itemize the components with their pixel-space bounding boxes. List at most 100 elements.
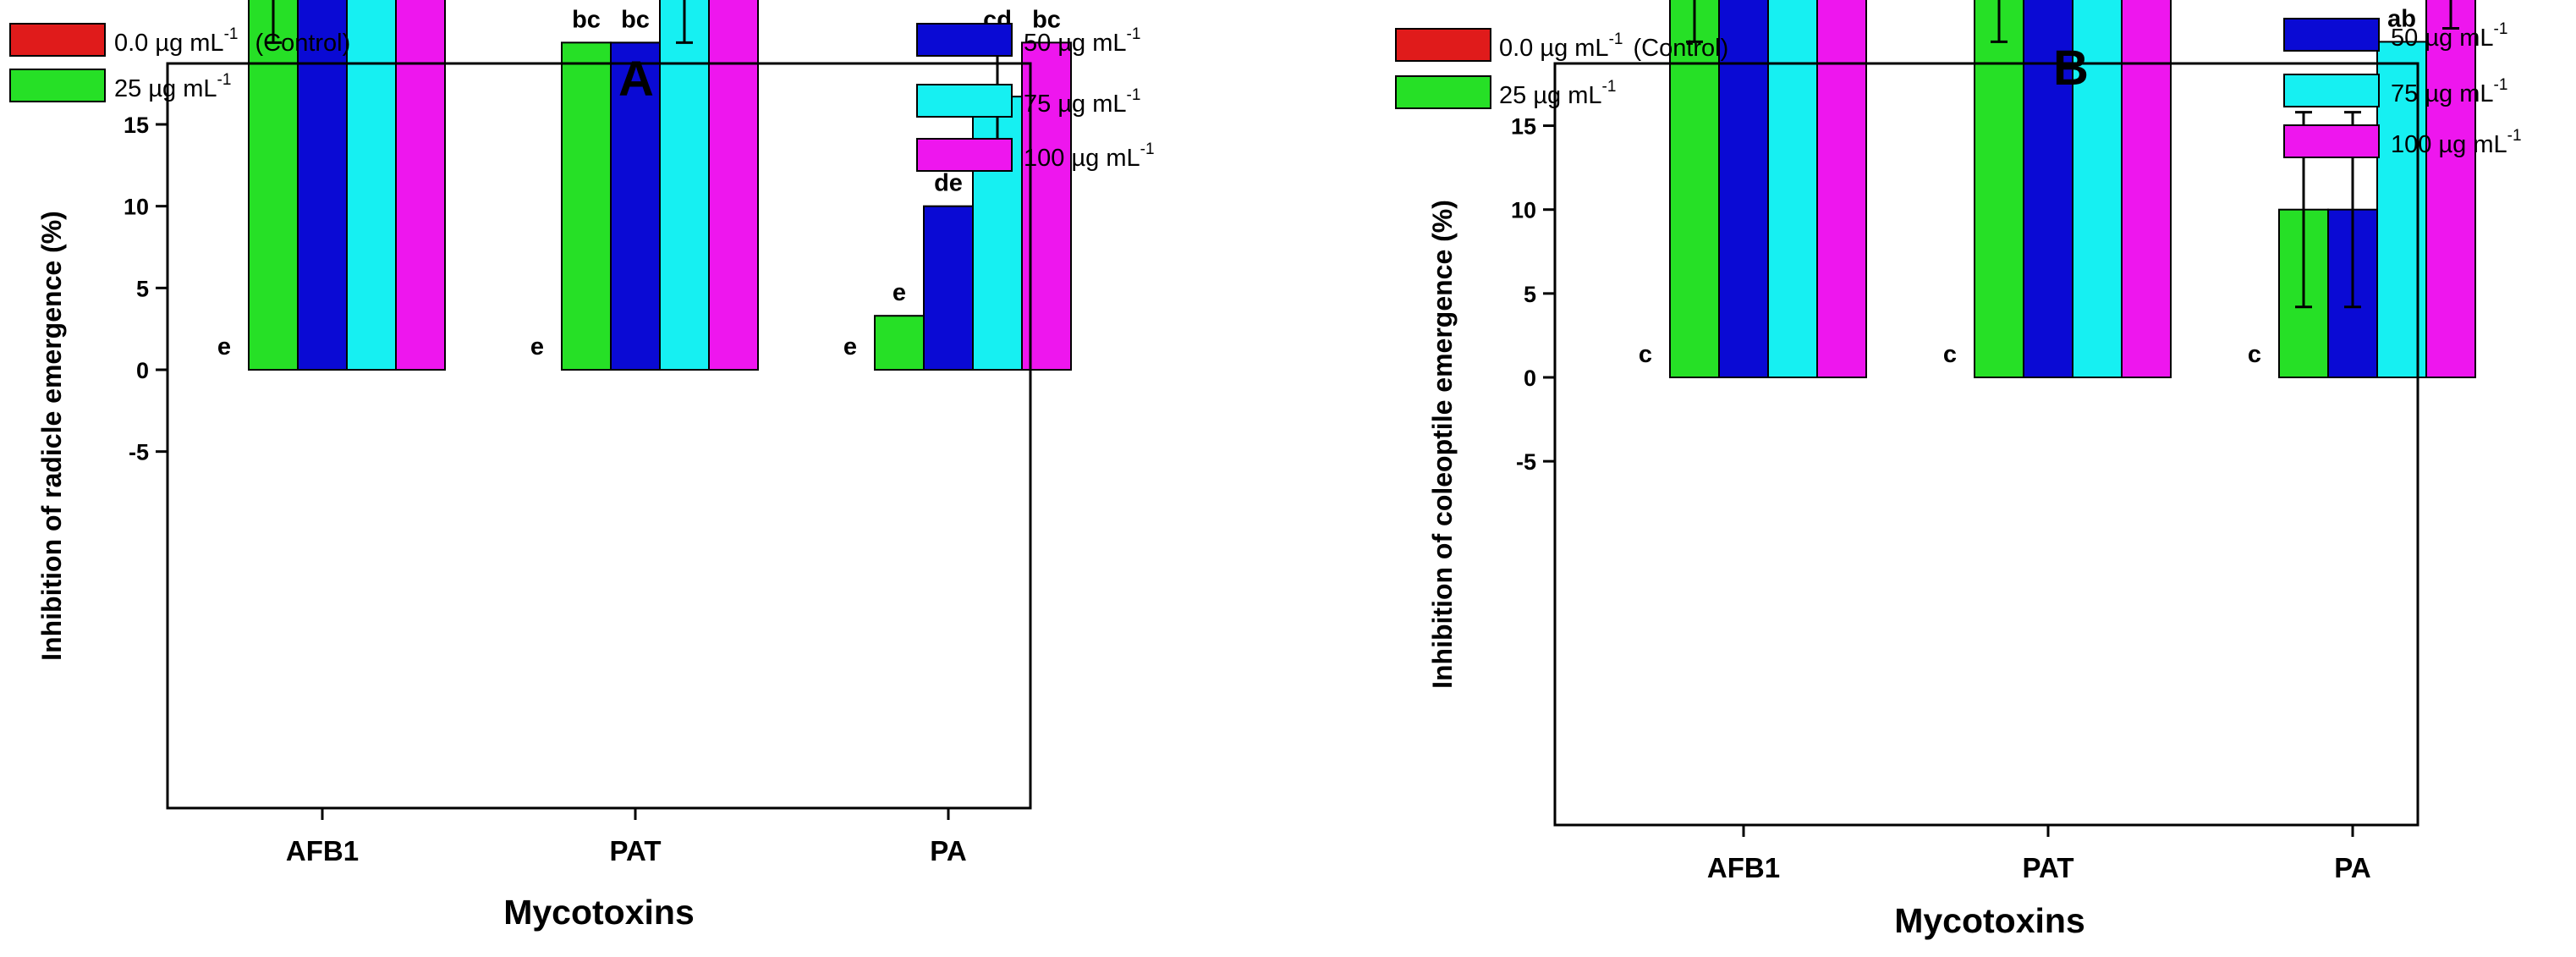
panel-a-bar-c25-pa (874, 315, 925, 371)
panel-a-x-axis-label: Mycotoxins (503, 893, 695, 932)
svg-text:75 µg mL-1: 75 µg mL-1 (2391, 76, 2507, 107)
legend-swatch-100 (916, 138, 1013, 172)
panel-b-bar-c100-pat (2121, 0, 2172, 379)
legend-label-25: 25 µg mL (114, 75, 217, 102)
legend-label-50: 50 µg mL (1024, 30, 1127, 57)
legend-swatch-control (9, 23, 106, 57)
panel-a-legend-25: 25 µg mL-1 (9, 69, 231, 102)
panel-b-legend: 0.0 µg mL-1 (Control) 25 µg mL-1 50 µg mL… (1395, 18, 2522, 158)
panel-a-title: A (618, 52, 654, 107)
panel-a-bar-c50-pat (610, 41, 661, 371)
svg-text:0.0 µg mL-1(Control): 0.0 µg mL-1 (Control) (114, 25, 350, 57)
panel-b-legend-50: 50 µg mL-1 (2283, 18, 2507, 52)
panel-a-bar-c75-pat (659, 0, 710, 371)
panel-b-plot-frame (1553, 62, 2419, 827)
panel-b-legend-control: 0.0 µg mL-1 (Control) (1395, 28, 1728, 62)
panel-a-plot-frame (166, 62, 1032, 810)
panel-a-legend: 0.0 µg mL-1 (Control) 25 µg mL-1 50 µg mL… (9, 23, 1155, 172)
legend-label-control: 0.0 µg mL (114, 30, 224, 57)
panel-a-bar-c50-afb1 (297, 0, 348, 371)
panel-b-legend-100: 100 µg mL-1 (2283, 124, 2522, 158)
panel-a-x-tick-label: PA (930, 835, 966, 866)
legend-swatch-25 (9, 69, 106, 102)
panel-a-x-tick-label: PAT (609, 835, 661, 866)
legend-label-75: 75 µg mL (1024, 91, 1127, 118)
panel-a-y-tick-label: 0 (136, 358, 149, 383)
panel-b-error-bar (1686, 0, 1703, 43)
panel-b-letter: ab (2387, 5, 2416, 32)
panel-a-bar-c25-pat (561, 41, 612, 371)
legend-swatch-75 (916, 84, 1013, 118)
legend-swatch-50 (916, 23, 1013, 57)
panel-b-letter: c (1639, 341, 1652, 368)
legend-label-control: 0.0 µg mL (1499, 35, 1609, 62)
panel-a-letter: e (843, 333, 857, 360)
svg-text:50 µg mL-1: 50 µg mL-1 (1024, 25, 1140, 57)
panel-b-bar-c75-afb1 (1767, 0, 1818, 379)
svg-text:25 µg mL-1: 25 µg mL-1 (114, 71, 231, 102)
panel-a-letter: bc (621, 6, 650, 33)
panel-b-error-bar (2442, 0, 2459, 30)
panel-b-x-ticks: AFB1 PAT PA (1707, 825, 2371, 883)
legend-label-25: 25 µg mL (1499, 82, 1602, 109)
panel-b-y-axis-label: Inhibition of coleoptile emergence (%) (1427, 200, 1458, 689)
panel-b-letter: c (1943, 341, 1957, 368)
panel-a-y-tick-label: 10 (124, 195, 149, 220)
legend-label-control-suffix: (Control) (1633, 35, 1728, 62)
panel-a-letter: e (893, 279, 906, 306)
svg-text:0.0 µg mL-1(Control): 0.0 µg mL-1 (Control) (1499, 30, 1728, 62)
panel-a-letter: de (934, 170, 963, 197)
panel-b-x-tick-label: PA (2334, 852, 2370, 883)
panel-a-bar-c50-pa (923, 205, 974, 371)
svg-text:50 µg mL-1: 50 µg mL-1 (2391, 20, 2507, 52)
panel-a-legend-control: 0.0 µg mL-1 (Control) (9, 23, 350, 57)
panel-a-y-ticks: -5 0 5 10 15 (124, 113, 168, 465)
panel-b-legend-75: 75 µg mL-1 (2283, 74, 2507, 107)
panel-a-x-ticks: AFB1 PAT PA (286, 808, 967, 866)
legend-swatch-75 (2283, 74, 2380, 107)
panel-b-letter: c (2248, 341, 2261, 368)
panel-b-x-axis-label: Mycotoxins (1894, 901, 2085, 940)
panel-a-letter: bc (1032, 6, 1061, 33)
legend-label-75: 75 µg mL (2391, 80, 2494, 107)
panel-b-y-tick-label: 15 (1511, 114, 1536, 140)
panel-a-legend-100: 100 µg mL-1 (916, 138, 1155, 172)
svg-text:75 µg mL-1: 75 µg mL-1 (1024, 86, 1140, 118)
panel-b-y-tick-label: 10 (1511, 198, 1536, 223)
panel-b-bar-c25-pat (1974, 0, 2024, 379)
panel-b-x-tick-label: AFB1 (1707, 852, 1780, 883)
panel-a-significance-letters: eabababaebcbcabaeedecdbc (217, 6, 1061, 360)
panel-b-bar-c100-afb1 (1816, 0, 1867, 379)
panel-a-bar-c75-afb1 (346, 0, 397, 371)
panel-b-y-ticks: -5 0 5 10 15 (1511, 114, 1555, 475)
legend-swatch-100 (2283, 124, 2380, 158)
panel-a-error-bar (265, 0, 282, 44)
svg-text:100 µg mL-1: 100 µg mL-1 (1024, 140, 1155, 172)
panel-a-y-tick-label: 15 (124, 113, 149, 138)
panel-a-y-tick-label: 5 (136, 276, 149, 301)
legend-label-100: 100 µg mL (2391, 131, 2507, 158)
panel-a-letter: e (530, 333, 544, 360)
panel-b-y-tick-label: 0 (1524, 366, 1536, 391)
panel-a-bar-c25-afb1 (248, 0, 299, 371)
legend-swatch-control (1395, 28, 1491, 62)
svg-text:25 µg mL-1: 25 µg mL-1 (1499, 78, 1616, 109)
legend-label-50: 50 µg mL (2391, 25, 2494, 52)
legend-label-100: 100 µg mL (1024, 145, 1140, 172)
panel-b-title: B (2053, 41, 2089, 96)
legend-swatch-50 (2283, 18, 2380, 52)
panel-b-legend-25: 25 µg mL-1 (1395, 75, 1616, 109)
legend-label-control-suffix: (Control) (255, 30, 350, 57)
legend-swatch-25 (1395, 75, 1491, 109)
panel-b-error-bar (1991, 0, 2008, 43)
panel-b-bar-c100-pa (2425, 0, 2476, 379)
panel-a-legend-50: 50 µg mL-1 (916, 23, 1140, 57)
panel-a-bar-c100-pat (708, 0, 759, 371)
panel-a-letter: bc (572, 6, 601, 33)
panel-a-bar-c100-afb1 (395, 0, 446, 371)
panel-a-bars (248, 0, 1072, 371)
panel-b-y-tick-label: 5 (1524, 282, 1536, 307)
